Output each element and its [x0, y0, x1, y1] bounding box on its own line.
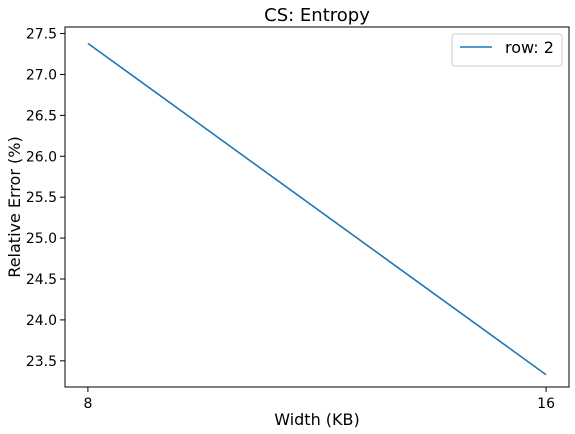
series-line — [87, 42, 547, 376]
y-tick-label: 25.5 — [26, 190, 57, 206]
legend: row: 2 — [451, 33, 563, 67]
plot-frame — [64, 26, 570, 388]
x-tick-label: 8 — [83, 396, 92, 412]
y-tick-label: 26.0 — [26, 149, 57, 165]
series-layer — [87, 42, 547, 376]
x-tick-label: 16 — [537, 396, 555, 412]
y-tick-label: 25.0 — [26, 231, 57, 247]
y-axis-label: Relative Error (%) — [5, 136, 24, 277]
legend-label: row: 2 — [505, 38, 554, 57]
y-tick-label: 27.0 — [26, 67, 57, 83]
x-axis-ticks: 8 16 — [83, 387, 555, 412]
chart-title: CS: Entropy — [264, 5, 370, 26]
y-tick-label: 23.5 — [26, 354, 57, 370]
y-tick-label: 24.0 — [26, 313, 57, 329]
y-tick-label: 27.5 — [26, 27, 57, 43]
legend-box — [451, 33, 563, 67]
y-tick-label: 24.5 — [26, 272, 57, 288]
plot-area: 23.5 24.0 24.5 25.0 25.5 26.0 26.5 27.0 27.5 8 16 — [26, 26, 570, 412]
x-axis-label: Width (KB) — [274, 410, 360, 429]
y-tick-label: 26.5 — [26, 108, 57, 124]
y-axis-ticks: 23.5 24.0 24.5 25.0 25.5 26.0 26.5 27.0 27.5 — [26, 27, 65, 370]
